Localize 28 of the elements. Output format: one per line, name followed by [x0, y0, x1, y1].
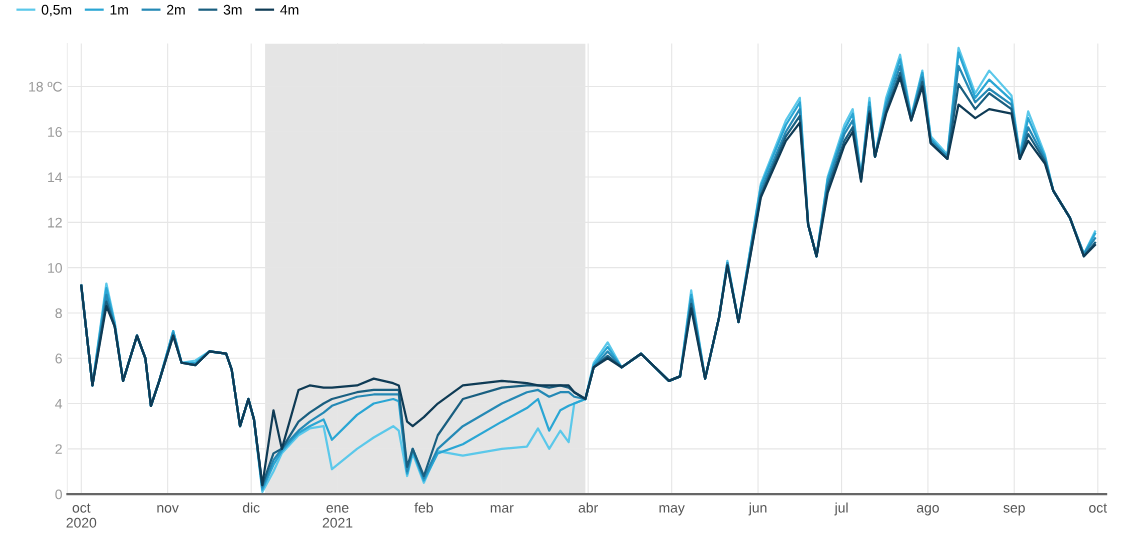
legend-label: 4m [280, 4, 299, 15]
y-tick-label: 18 ºC [29, 81, 62, 92]
legend-label: 0,5m [41, 4, 72, 17]
y-tick-label: 4 [55, 399, 63, 409]
x-tick-label: may [659, 505, 685, 516]
x-tick-label: jun [748, 502, 767, 516]
x-tick-label: ene 2021 [322, 505, 353, 528]
y-tick-label: 0 [55, 489, 62, 500]
x-tick-label: feb [414, 502, 433, 513]
y-tick-label: 10 [48, 262, 62, 273]
x-tick-label: ago [916, 505, 939, 516]
x-tick-label: mar [490, 505, 514, 513]
x-tick-label: jul [834, 502, 848, 516]
legend-label: 1m [110, 4, 128, 15]
legend-label: 3m [223, 4, 242, 15]
x-tick-label: oct [1089, 503, 1107, 513]
x-tick-label: oct 2020 [66, 503, 97, 528]
legend-label: 2m [167, 4, 185, 15]
y-tick-label: 2 [55, 444, 62, 454]
x-tick-label: sep [1003, 505, 1025, 516]
y-tick-label: 16 [48, 127, 62, 137]
y-tick-label: 12 [48, 217, 62, 228]
x-tick-label: dic [242, 502, 260, 513]
y-tick-label: 6 [55, 353, 62, 364]
x-tick-label: nov [157, 505, 179, 513]
x-tick-label: abr [578, 502, 598, 513]
y-tick-label: 8 [55, 308, 62, 319]
y-tick-label: 14 [48, 172, 63, 183]
